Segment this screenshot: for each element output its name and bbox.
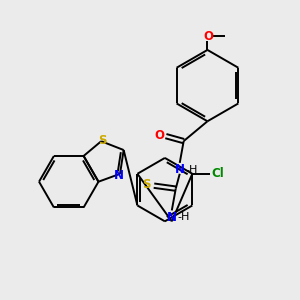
Text: -H: -H <box>178 212 190 222</box>
Text: N: N <box>167 211 177 224</box>
Text: N: N <box>175 163 185 176</box>
Text: -H: -H <box>185 165 198 175</box>
Text: S: S <box>142 178 150 191</box>
Text: N: N <box>114 169 124 182</box>
Text: Cl: Cl <box>212 167 224 180</box>
Text: S: S <box>98 134 106 147</box>
Text: O: O <box>203 30 214 43</box>
Text: O: O <box>154 129 164 142</box>
